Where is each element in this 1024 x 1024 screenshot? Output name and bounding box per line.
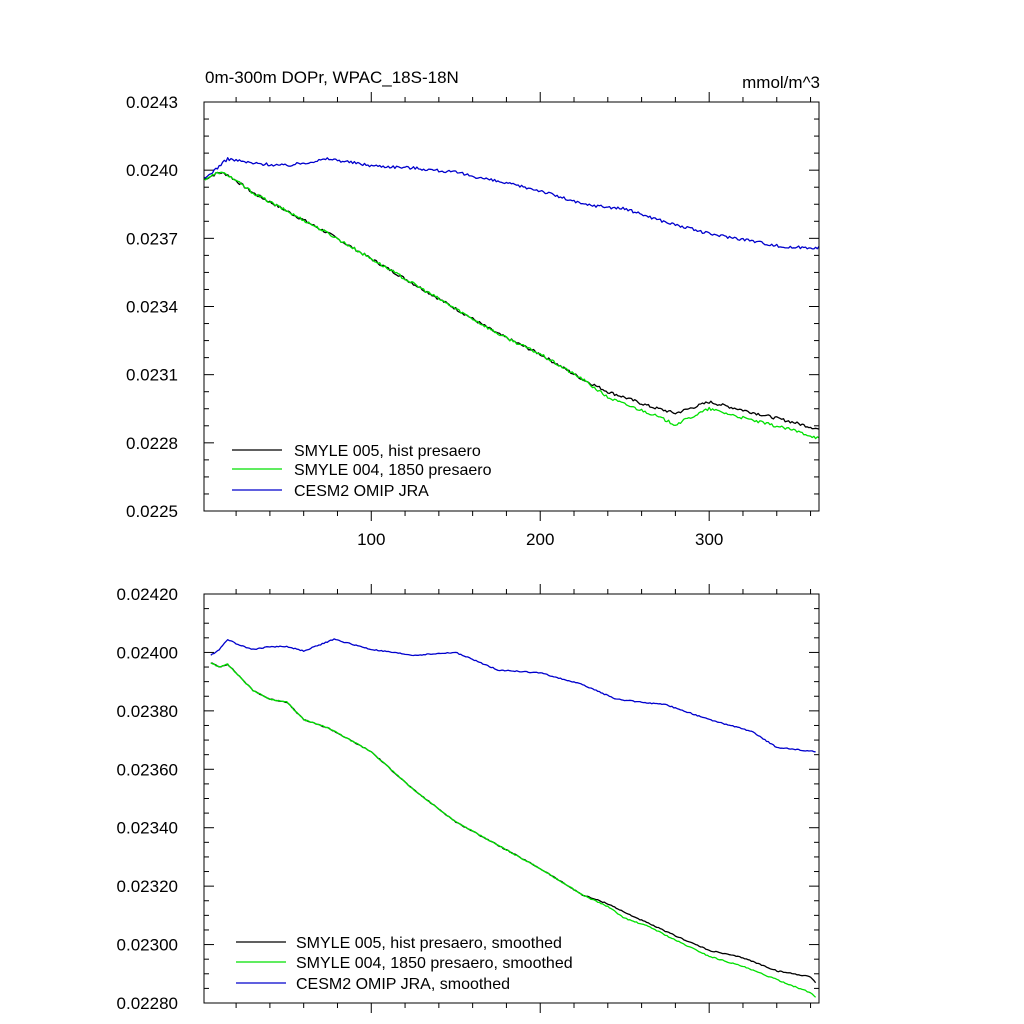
y-tick-label: 0.0225: [126, 502, 178, 521]
y-tick-label: 0.0231: [126, 366, 178, 385]
y-tick-label: 0.02320: [117, 877, 178, 896]
plot-frame: [203, 101, 820, 512]
y-axis-ticks: 0.0225 0.0228 0.0231 0.0234 0.0237 0.0240 0.02…: [126, 93, 819, 521]
y-tick-label: 0.02360: [117, 760, 178, 779]
y-tick-label: 0.02420: [117, 585, 178, 604]
y-tick-label: 0.0228: [126, 434, 178, 453]
x-axis-ticks: 100 200 300: [235, 92, 812, 549]
y-axis-ticks: 0.02280 0.02300 0.02320 0.02340 0.02360 0.023…: [117, 585, 819, 1013]
y-tick-label: 0.02380: [117, 702, 178, 721]
x-tick-label: 100: [357, 530, 385, 549]
series-lines: [203, 157, 820, 440]
legend-label-smyle005: SMYLE 005, hist presaero: [294, 443, 481, 460]
y-tick-label: 0.02300: [117, 936, 178, 955]
series-line-2: [203, 157, 820, 250]
x-tick-label: 300: [695, 530, 723, 549]
legend-label-smyle005-smoothed: SMYLE 005, hist presaero, smoothed: [296, 935, 562, 952]
series-line-1: [210, 662, 817, 998]
series-line-2: [210, 638, 816, 753]
units-label: mmol/m^3: [742, 73, 820, 92]
y-tick-label: 0.0234: [126, 298, 178, 317]
legend-label-smyle004: SMYLE 004, 1850 presaero: [294, 462, 492, 479]
legend: SMYLE 005, hist presaero, smoothed SMYLE…: [236, 935, 573, 993]
series-line-0: [203, 171, 820, 430]
legend-label-smyle004-smoothed: SMYLE 004, 1850 presaero, smoothed: [296, 955, 573, 972]
bottom-chart-panel: 0.02280 0.02300 0.02320 0.02340 0.02360 0.023…: [117, 584, 820, 1013]
x-tick-label: 200: [526, 530, 554, 549]
plot-frame: [203, 593, 820, 1004]
legend-label-cesm2-smoothed: CESM2 OMIP JRA, smoothed: [296, 976, 510, 993]
y-tick-label: 0.02280: [117, 994, 178, 1013]
series-lines: [210, 638, 817, 998]
y-tick-label: 0.02340: [117, 819, 178, 838]
y-tick-label: 0.02400: [117, 643, 178, 662]
y-tick-label: 0.0240: [126, 161, 178, 180]
legend: SMYLE 005, hist presaero SMYLE 004, 1850…: [232, 443, 492, 500]
series-line-1: [203, 171, 820, 440]
legend-label-cesm2: CESM2 OMIP JRA: [294, 483, 429, 500]
chart-title: 0m-300m DOPr, WPAC_18S-18N: [205, 68, 459, 87]
top-chart-panel: 0m-300m DOPr, WPAC_18S-18N mmol/m^3 0.02…: [126, 68, 820, 549]
x-axis-ticks: [235, 584, 812, 1013]
y-tick-label: 0.0237: [126, 229, 178, 248]
y-tick-label: 0.0243: [126, 93, 178, 112]
